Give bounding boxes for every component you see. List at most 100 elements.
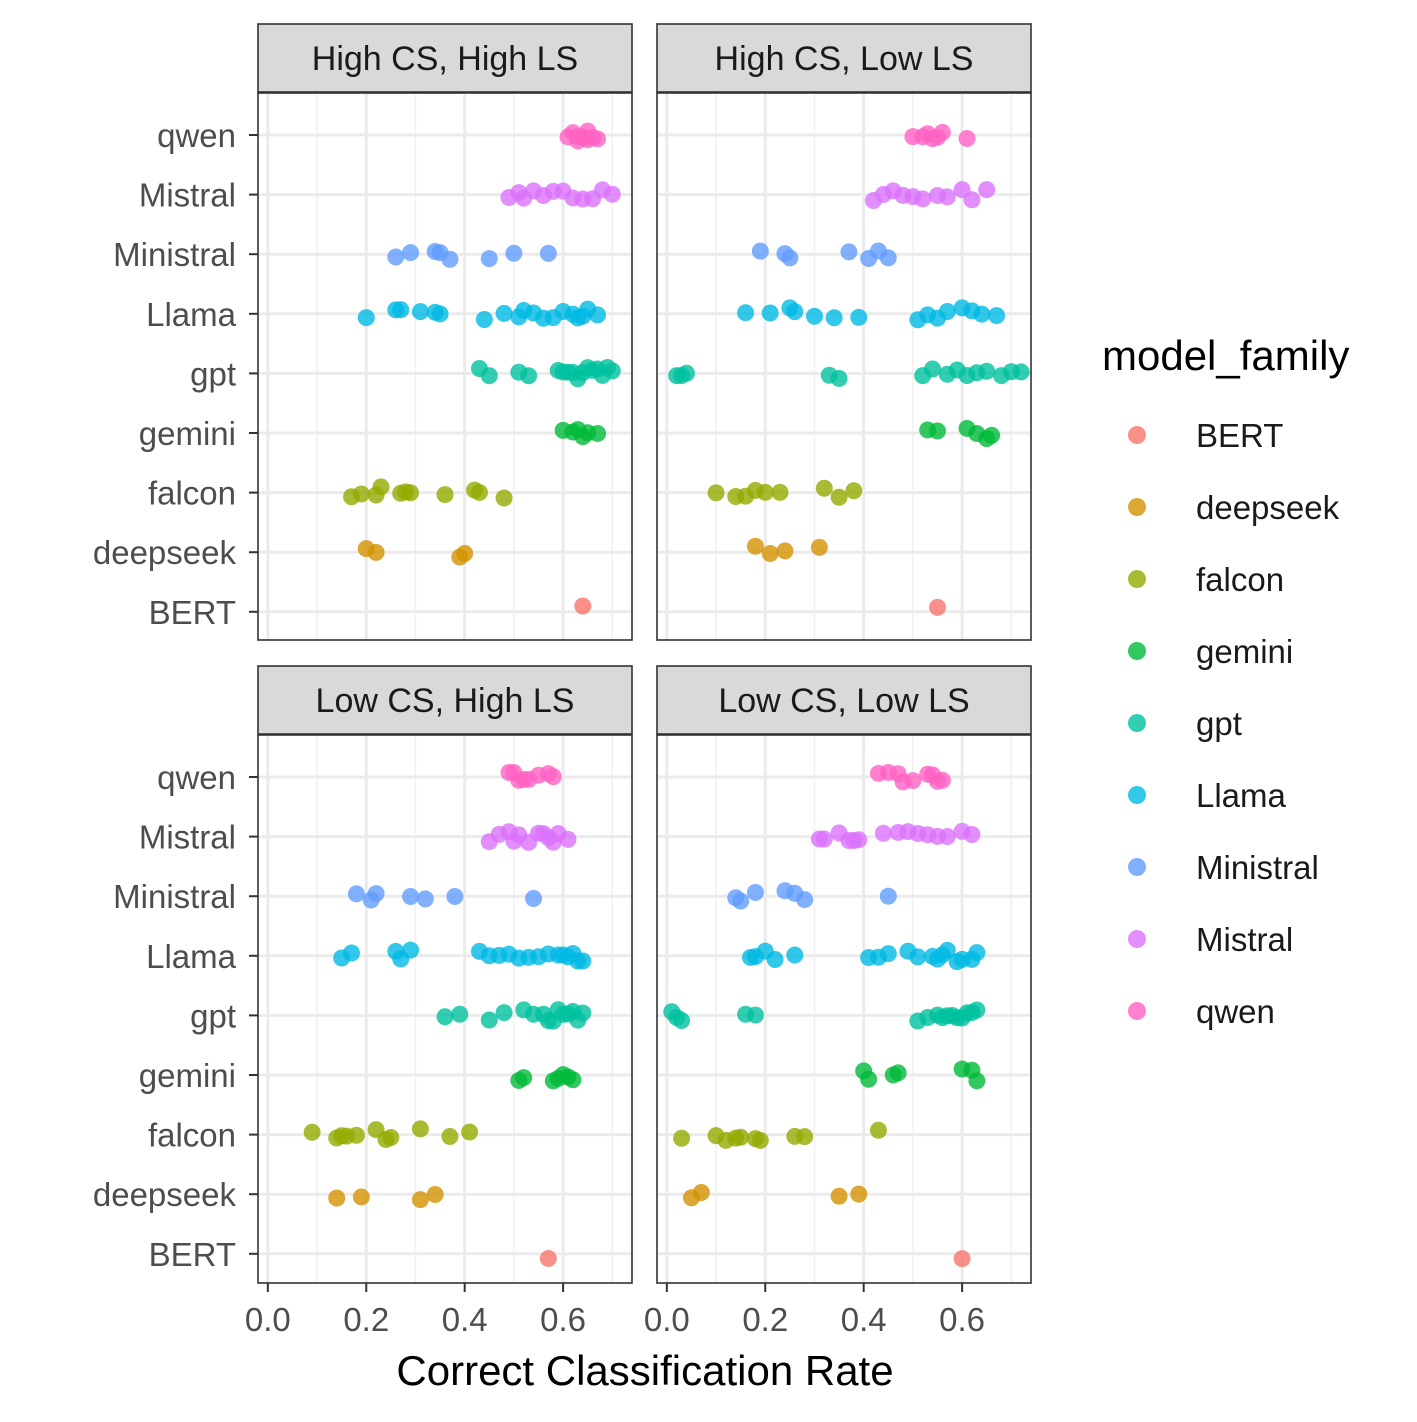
x-tick-label: 0.6 — [939, 1301, 985, 1338]
data-point-qwen — [904, 772, 922, 790]
data-point-falcon — [673, 1129, 691, 1147]
legend-label: Ministral — [1196, 849, 1319, 886]
data-point-deepseek — [352, 1188, 370, 1206]
data-point-gpt — [1012, 363, 1030, 381]
data-point-gpt — [603, 362, 621, 380]
y-tick-label: qwen — [157, 759, 236, 796]
panel-strip — [257, 665, 633, 735]
data-point-llama — [909, 948, 927, 966]
data-point-qwen — [589, 130, 607, 148]
legend-key-bert — [1128, 426, 1146, 444]
y-tick-label: Mistral — [139, 177, 236, 214]
data-point-deepseek — [830, 1187, 848, 1205]
legend-label: Llama — [1196, 777, 1287, 814]
data-point-falcon — [845, 482, 863, 500]
data-point-mistral — [978, 181, 996, 199]
data-point-falcon — [411, 1120, 429, 1138]
data-point-llama — [786, 303, 804, 321]
legend-key-deepseek — [1128, 498, 1146, 516]
panel-background — [657, 93, 1031, 640]
data-point-deepseek — [761, 545, 779, 563]
data-point-deepseek — [411, 1191, 429, 1209]
y-tick-label: Llama — [146, 296, 237, 333]
data-point-llama — [392, 301, 410, 319]
data-point-mistral — [963, 191, 981, 209]
data-point-falcon — [347, 1126, 365, 1144]
x-tick-label: 0.2 — [343, 1301, 389, 1338]
data-point-falcon — [751, 1131, 769, 1149]
data-point-ministral — [402, 887, 420, 905]
data-point-llama — [574, 952, 592, 970]
data-point-gemini — [929, 422, 946, 440]
panel: Low CS, High LS qwen Mistral Ministral Llama… — [93, 665, 633, 1338]
legend-key-gemini — [1128, 642, 1146, 660]
data-point-bert — [574, 597, 592, 615]
data-point-deepseek — [746, 537, 764, 555]
data-point-deepseek — [367, 543, 385, 561]
data-point-deepseek — [456, 545, 474, 563]
legend-key-ministral — [1128, 858, 1146, 876]
x-axis-title: Correct Classification Rate — [396, 1347, 893, 1394]
data-point-ministral — [367, 885, 385, 903]
y-tick-label: gemini — [139, 415, 236, 452]
y-tick-label: Llama — [146, 938, 237, 975]
data-point-ministral — [781, 249, 799, 267]
legend-title: model_family — [1102, 332, 1349, 379]
y-tick-label: gpt — [190, 355, 236, 392]
legend-key-gpt — [1128, 714, 1146, 732]
data-point-falcon — [303, 1123, 321, 1141]
data-point-llama — [431, 305, 449, 323]
data-point-gpt — [495, 1004, 513, 1022]
data-point-llama — [988, 307, 1006, 325]
panel-border — [656, 734, 1032, 1284]
legend-label: falcon — [1196, 561, 1284, 598]
legend-key-llama — [1128, 786, 1146, 804]
data-point-qwen — [933, 771, 951, 789]
data-point-llama — [589, 306, 607, 324]
data-point-ministral — [525, 890, 543, 908]
data-point-ministral — [387, 248, 405, 266]
data-point-mistral — [914, 190, 932, 208]
data-point-llama — [938, 941, 956, 959]
y-tick-label: qwen — [157, 117, 236, 154]
data-point-gpt — [673, 1012, 691, 1030]
data-point-mistral — [874, 824, 892, 842]
data-point-llama — [475, 310, 493, 328]
data-point-falcon — [441, 1127, 459, 1145]
data-point-falcon — [732, 1128, 750, 1146]
panel-strip — [656, 665, 1032, 735]
data-point-ministral — [402, 244, 420, 262]
data-point-llama — [357, 309, 375, 327]
data-point-gemini — [968, 1072, 986, 1090]
data-point-mistral — [559, 830, 577, 848]
data-point-qwen — [958, 130, 976, 148]
data-point-llama — [766, 951, 784, 969]
panel: High CS, Low LS — [656, 23, 1032, 641]
legend-label: deepseek — [1196, 489, 1340, 526]
data-point-gemini — [889, 1064, 907, 1082]
data-point-gpt — [968, 1001, 986, 1019]
panel-title: Low CS, High LS — [316, 682, 575, 720]
y-tick-label: Ministral — [113, 236, 236, 273]
data-point-falcon — [771, 483, 789, 501]
panel-strip — [257, 23, 633, 93]
data-point-gemini — [589, 424, 607, 442]
data-point-gpt — [480, 367, 498, 385]
data-point-llama — [825, 309, 843, 327]
data-point-bert — [539, 1249, 557, 1267]
data-point-gpt — [924, 360, 942, 378]
legend-key-qwen — [1128, 1002, 1146, 1020]
data-point-bert — [929, 598, 946, 616]
panel-border — [257, 92, 633, 641]
y-tick-label: gpt — [190, 997, 236, 1034]
data-point-mistral — [815, 830, 833, 848]
y-tick-label: deepseek — [93, 534, 237, 571]
y-tick-label: Mistral — [139, 819, 236, 856]
data-point-llama — [973, 305, 991, 323]
data-point-ministral — [879, 887, 897, 905]
panel-title: High CS, Low LS — [715, 40, 974, 78]
data-point-deepseek — [692, 1183, 710, 1201]
data-point-llama — [411, 303, 429, 321]
